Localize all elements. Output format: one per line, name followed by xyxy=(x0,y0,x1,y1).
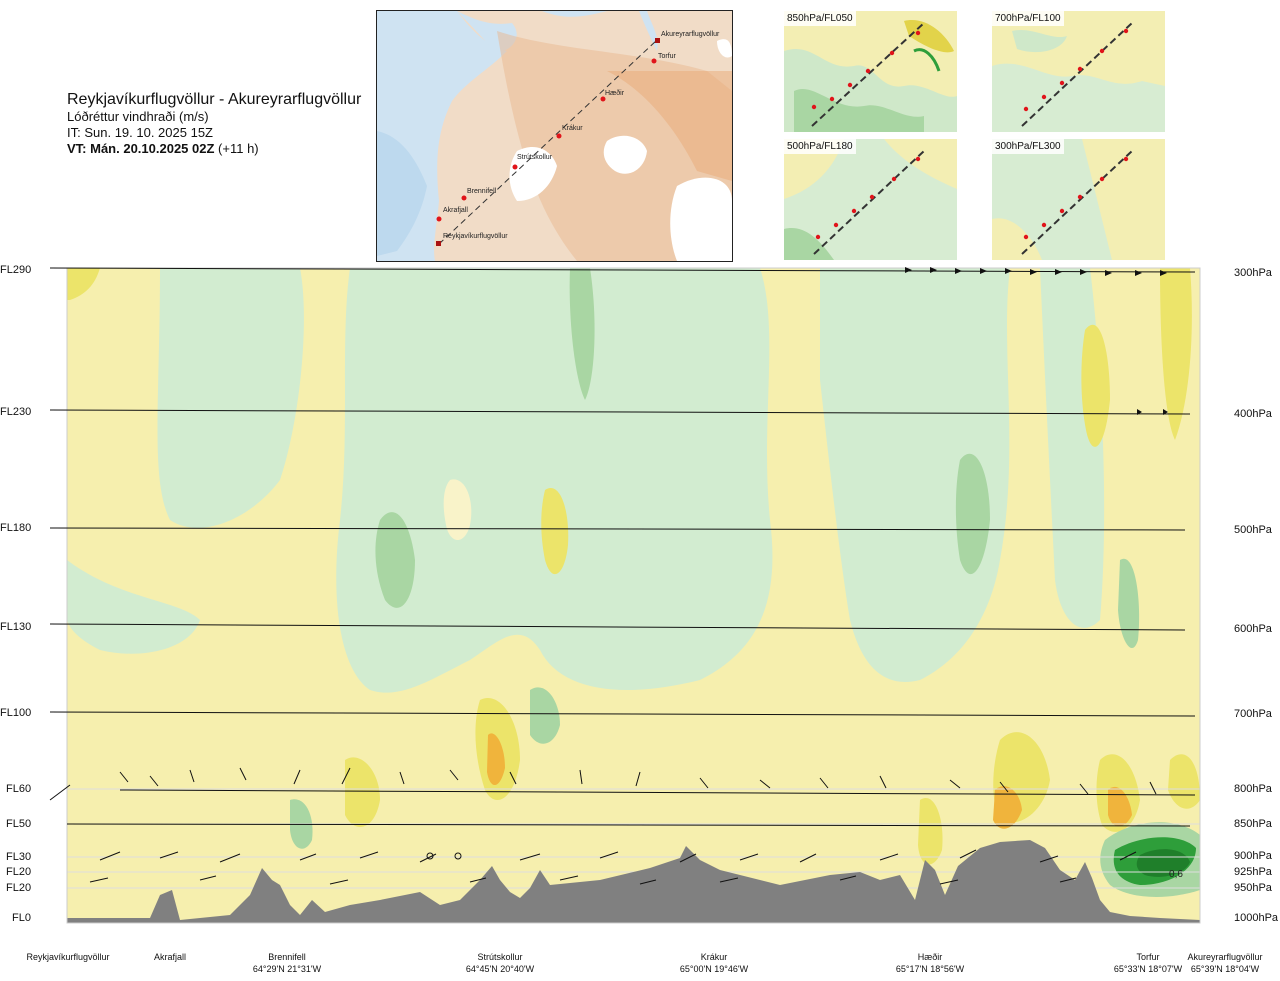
thumbnail-700hpa[interactable]: 700hPa/FL100 xyxy=(992,11,1165,132)
station-name: Krákur xyxy=(700,952,728,962)
station-coord: 65°17'N 18°56'W xyxy=(895,964,965,974)
map-label-reykjavikurflugvollur: Reykjavíkurflugvöllur xyxy=(443,233,508,240)
thumbnail-300hpa-map xyxy=(992,139,1165,260)
fl-label-fl30: FL30 xyxy=(6,851,32,863)
hpa-label-800: 800hPa xyxy=(1234,783,1272,795)
station-name: Strútskollur xyxy=(477,952,523,962)
thumbnail-700hpa-label: 700hPa/FL100 xyxy=(992,11,1064,26)
station-name: Reykjavíkurflugvöllur xyxy=(26,952,110,962)
map-label-haedir: Hæðir xyxy=(605,89,625,97)
station-coord: 65°00'N 19°46'W xyxy=(679,964,749,974)
fl-label-fl130: FL130 xyxy=(0,621,32,633)
fl-label-fl0: FL0 xyxy=(12,912,31,924)
map-label-akureyrarflugvollur: Akureyrarflugvöllur xyxy=(661,31,720,38)
route-map-svg: Akureyrarflugvöllur Torfur Hæðir Krákur … xyxy=(377,11,732,261)
thumbnail-850hpa-map xyxy=(784,11,957,132)
station-akureyrarflugvollur: Akureyrarflugvöllur 65°39'N 18°04'W xyxy=(1187,951,1262,975)
map-label-brennifell: Brennifell xyxy=(467,188,497,195)
thumbnail-500hpa-map xyxy=(784,139,957,260)
station-brennifell: Brennifell 64°29'N 21°31'W xyxy=(253,951,321,975)
station-coord: 65°39'N 18°04'W xyxy=(1190,964,1260,974)
hpa-label-700: 700hPa xyxy=(1234,708,1272,720)
fl-label-fl180: FL180 xyxy=(0,522,32,534)
thumbnail-500hpa[interactable]: 500hPa/FL180 xyxy=(784,139,957,260)
route-map[interactable]: Akureyrarflugvöllur Torfur Hæðir Krákur … xyxy=(376,10,733,262)
station-coord: 65°33'N 18°07'W xyxy=(1113,964,1183,974)
hpa-label-900: 900hPa xyxy=(1234,850,1272,862)
thumbnail-850hpa[interactable]: 850hPa/FL050 xyxy=(784,11,957,132)
hpa-label-300: 300hPa xyxy=(1234,267,1272,279)
wind-value-annotation: 0,6 xyxy=(1169,869,1183,880)
station-name: Brennifell xyxy=(268,952,306,962)
wind-barbs xyxy=(49,267,1196,885)
hpa-label-950: 950hPa xyxy=(1234,882,1272,894)
station-name: Hæðir xyxy=(917,952,943,962)
map-label-akrafjall: Akrafjall xyxy=(443,207,468,214)
thumbnail-300hpa-label: 300hPa/FL300 xyxy=(992,139,1064,154)
hpa-label-600: 600hPa xyxy=(1234,623,1272,635)
vertical-wind-field xyxy=(67,268,1200,923)
fl-label-fl20-925: FL20 xyxy=(6,866,32,878)
map-label-torfur: Torfur xyxy=(658,53,677,60)
station-torfur: Torfur 65°33'N 18°07'W xyxy=(1114,951,1182,975)
station-coord: 64°29'N 21°31'W xyxy=(252,964,322,974)
fl-label-fl290: FL290 xyxy=(0,264,32,276)
title-block: Reykjavíkurflugvöllur - Akureyrarflugvöl… xyxy=(67,90,387,157)
thumbnail-300hpa[interactable]: 300hPa/FL300 xyxy=(992,139,1165,260)
valid-time-date: VT: Mán. 20.10.2025 02Z xyxy=(67,141,215,156)
fl-label-fl50: FL50 xyxy=(6,818,32,830)
hpa-label-1000: 1000hPa xyxy=(1234,912,1279,924)
station-coord: 64°45'N 20°40'W xyxy=(465,964,535,974)
map-label-strutskollur: Strútskollur xyxy=(517,154,553,161)
station-krakur: Krákur 65°00'N 19°46'W xyxy=(680,951,748,975)
station-name: Torfur xyxy=(1136,952,1160,962)
chart-subtitle: Lóðréttur vindhraði (m/s) xyxy=(67,109,209,124)
station-reykjavikurflugvollur: Reykjavíkurflugvöllur xyxy=(26,951,109,963)
valid-time: VT: Mán. 20.10.2025 02Z (+11 h) xyxy=(67,141,387,157)
map-label-krakur: Krákur xyxy=(562,125,583,132)
hpa-label-400: 400hPa xyxy=(1234,408,1272,420)
route-title: Reykjavíkurflugvöllur - Akureyrarflugvöl… xyxy=(67,91,362,108)
terrain-profile xyxy=(67,840,1200,923)
hpa-label-850: 850hPa xyxy=(1234,818,1272,830)
thumbnail-500hpa-label: 500hPa/FL180 xyxy=(784,139,856,154)
fl-label-fl20-950: FL20 xyxy=(6,882,32,894)
station-strutskollur: Strútskollur 64°45'N 20°40'W xyxy=(466,951,534,975)
valid-time-offset: (+11 h) xyxy=(218,141,259,156)
hpa-label-500: 500hPa xyxy=(1234,524,1272,536)
thumbnail-700hpa-map xyxy=(992,11,1165,132)
fl-label-fl100: FL100 xyxy=(0,707,32,719)
station-name: Akureyrarflugvöllur xyxy=(1187,952,1263,962)
hpa-label-925: 925hPa xyxy=(1234,866,1272,878)
station-haedir: Hæðir 65°17'N 18°56'W xyxy=(896,951,964,975)
pennants-300hpa xyxy=(905,267,1168,415)
fl-label-fl60: FL60 xyxy=(6,783,32,795)
station-akrafjall: Akrafjall xyxy=(154,951,186,963)
thumbnail-850hpa-label: 850hPa/FL050 xyxy=(784,11,856,26)
fl-label-fl230: FL230 xyxy=(0,406,32,418)
issue-time: IT: Sun. 19. 10. 2025 15Z xyxy=(67,125,213,140)
station-name: Akrafjall xyxy=(153,952,187,962)
